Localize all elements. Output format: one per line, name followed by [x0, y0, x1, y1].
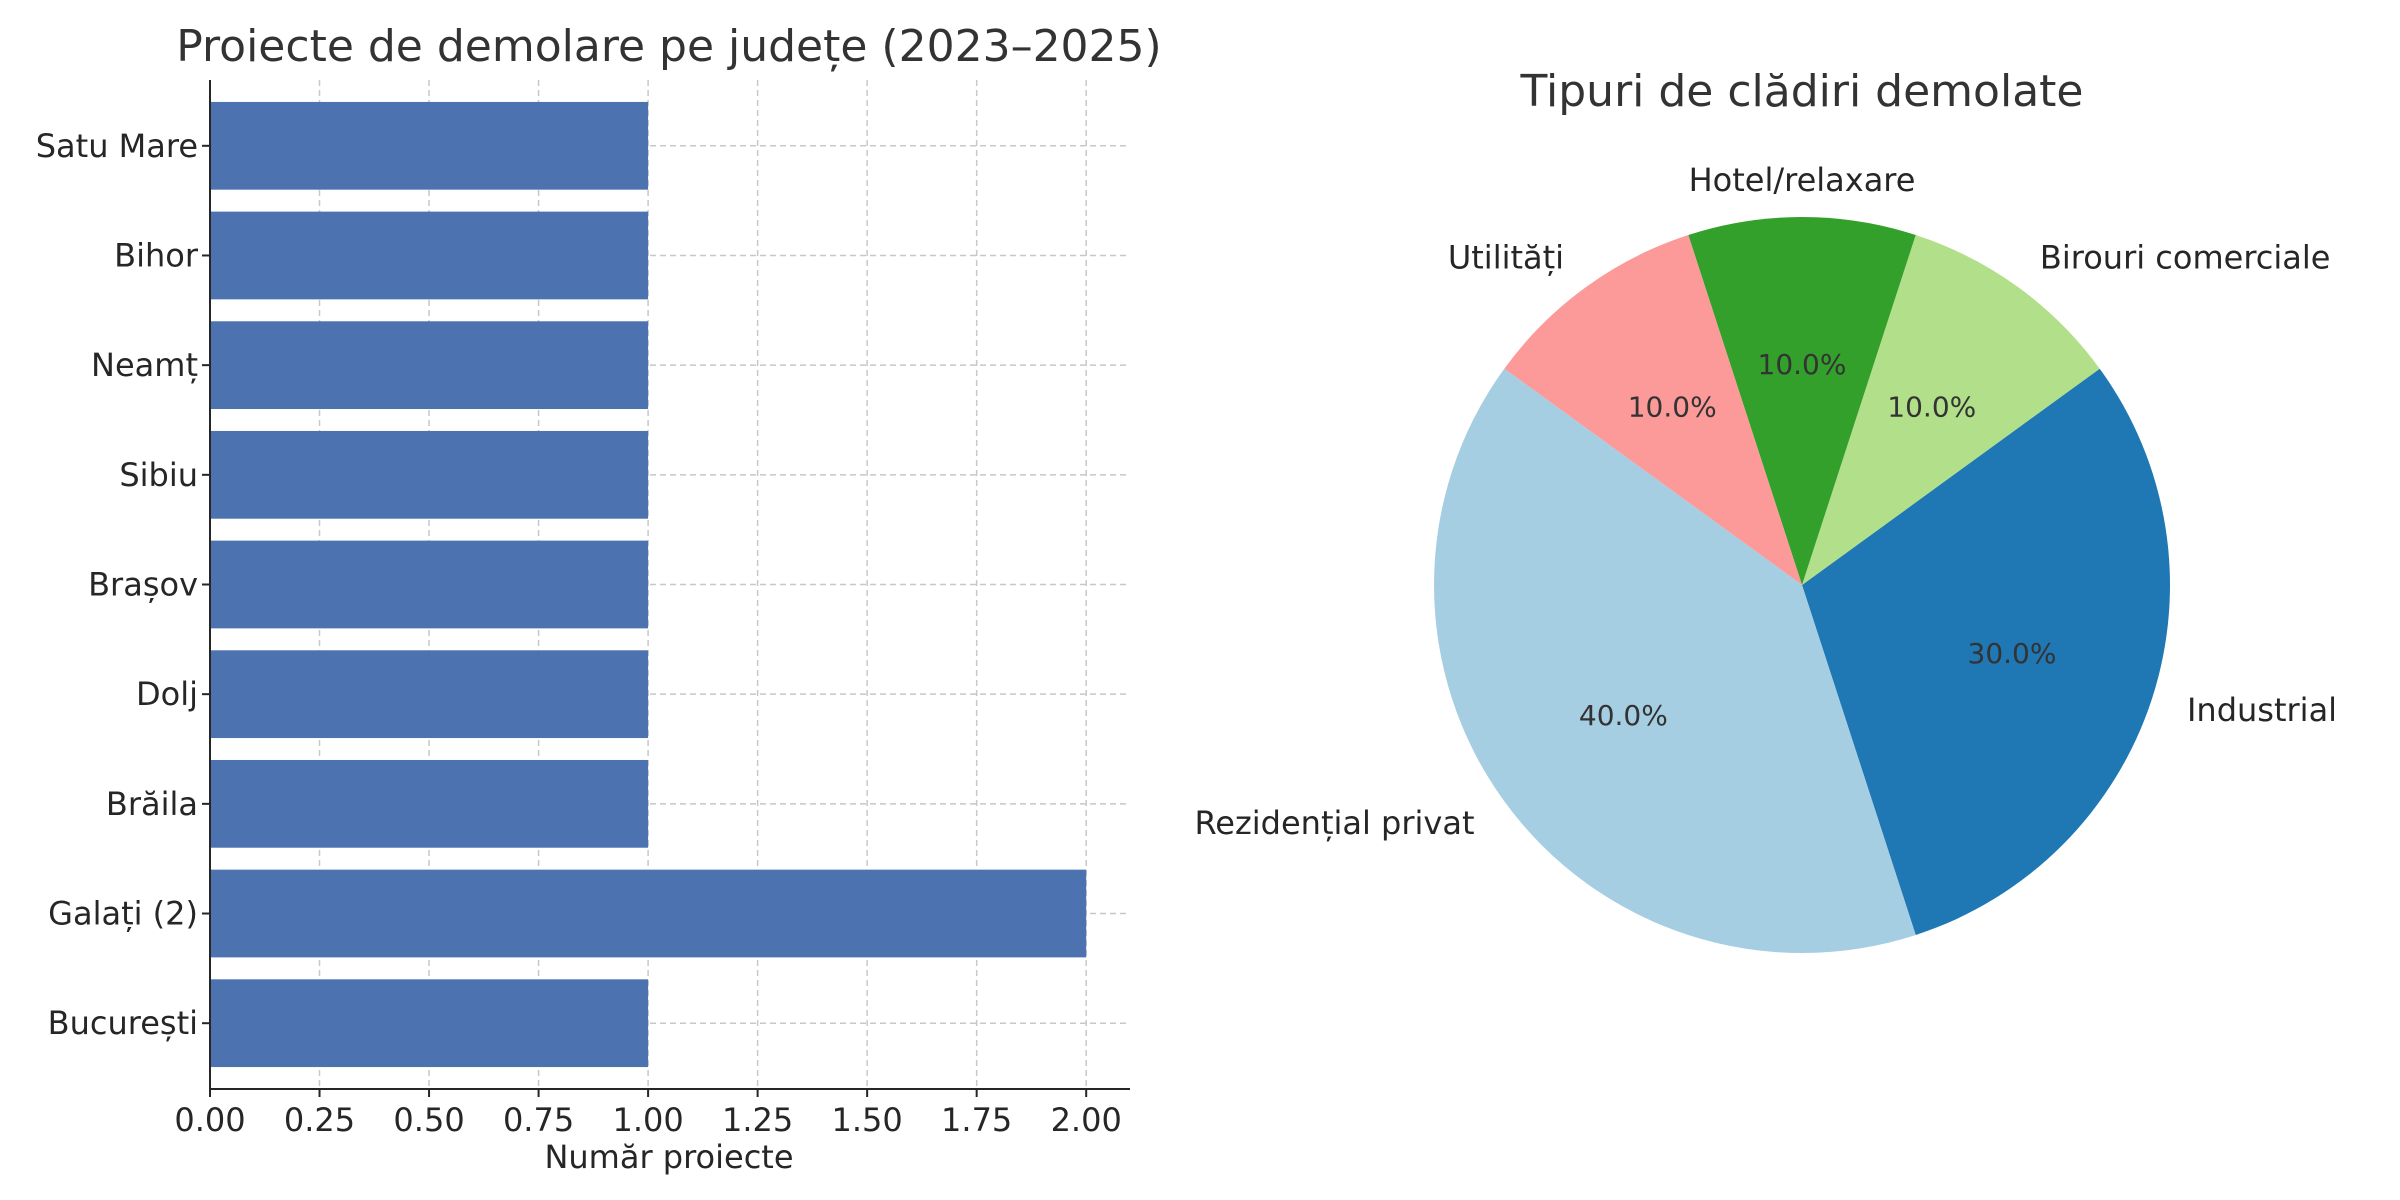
bar-neamt — [210, 321, 649, 410]
y-tick-label-neamt: Neamț — [91, 346, 198, 384]
pie-slice-utilitati — [1504, 235, 1802, 585]
pie-chart-title: Tipuri de clădiri demolate — [1520, 66, 2084, 117]
y-tick-label-bucuresti: București — [48, 1004, 198, 1042]
bar-satu-mare — [210, 101, 649, 190]
pie-percent-hotel-relaxare: 10.0% — [1758, 348, 1847, 381]
x-tick-label: 1.25 — [722, 1101, 793, 1139]
x-tick-label: 2.00 — [1051, 1101, 1122, 1139]
bar-chart-x-axis-label: Număr proiecte — [544, 1138, 793, 1176]
bar-chart-title: Proiecte de demolare pe județe (2023–202… — [176, 21, 1161, 72]
pie-label-rezidential-privat: Rezidențial privat — [1194, 804, 1474, 842]
y-tick-label-galati-2: Galați (2) — [48, 895, 198, 933]
bar-galati-2 — [210, 869, 1087, 958]
pie-label-utilitati: Utilități — [1448, 239, 1564, 277]
pie-slice-birouri-comerciale — [1802, 235, 2100, 585]
bar-chart-x-tick-labels: 0.00 0.25 0.50 0.75 1.00 1.25 1.50 1.75 2.00 — [174, 1089, 1122, 1139]
bar-bihor — [210, 211, 649, 300]
x-tick-label: 1.00 — [612, 1101, 683, 1139]
x-tick-label: 1.75 — [941, 1101, 1012, 1139]
x-tick-label: 0.25 — [284, 1101, 355, 1139]
pie-chart: Tipuri de clădiri demolate 30.0% 10.0% 10.… — [1194, 66, 2337, 953]
pie-chart-slices — [1433, 217, 2170, 953]
pie-percent-industrial: 30.0% — [1968, 637, 2057, 670]
pie-slice-rezidential-privat — [1433, 368, 1916, 953]
bar-bucuresti — [210, 979, 649, 1068]
pie-percent-birouri-comerciale: 10.0% — [1887, 390, 1976, 423]
pie-percent-rezidential-privat: 40.0% — [1579, 699, 1668, 732]
y-tick-label-brasov: Brașov — [88, 566, 198, 604]
y-tick-label-satu-mare: Satu Mare — [36, 127, 198, 165]
pie-chart-category-labels: Industrial Birouri comerciale Hotel/relaxa… — [1194, 161, 2337, 842]
bar-chart: Proiecte de demolare pe județe (2023–202… — [36, 21, 1162, 1176]
x-tick-label: 0.50 — [393, 1101, 464, 1139]
y-tick-label-dolj: Dolj — [136, 675, 198, 713]
x-tick-label: 1.50 — [832, 1101, 903, 1139]
pie-percent-utilitati: 10.0% — [1628, 390, 1717, 423]
pie-label-industrial: Industrial — [2187, 691, 2337, 729]
bar-brasov — [210, 540, 649, 629]
bar-braila — [210, 759, 649, 848]
pie-chart-percent-labels: 30.0% 10.0% 10.0% 10.0% 40.0% — [1579, 348, 2057, 732]
x-tick-label: 0.00 — [174, 1101, 245, 1139]
x-tick-label: 0.75 — [503, 1101, 574, 1139]
pie-label-hotel-relaxare: Hotel/relaxare — [1689, 161, 1916, 199]
y-tick-label-braila: Brăila — [106, 785, 198, 823]
pie-label-birouri-comerciale: Birouri comerciale — [2040, 239, 2331, 277]
bar-sibiu — [210, 430, 649, 519]
bar-dolj — [210, 650, 649, 739]
bar-chart-y-tick-labels: București Galați (2) Brăila Dolj Brașov Sibiu… — [36, 127, 210, 1042]
bar-chart-bars — [210, 101, 1087, 1068]
pie-slice-industrial — [1802, 368, 2170, 935]
y-tick-label-sibiu: Sibiu — [119, 456, 198, 494]
pie-slice-hotel-relaxare — [1688, 217, 1916, 585]
y-tick-label-bihor: Bihor — [114, 236, 199, 274]
